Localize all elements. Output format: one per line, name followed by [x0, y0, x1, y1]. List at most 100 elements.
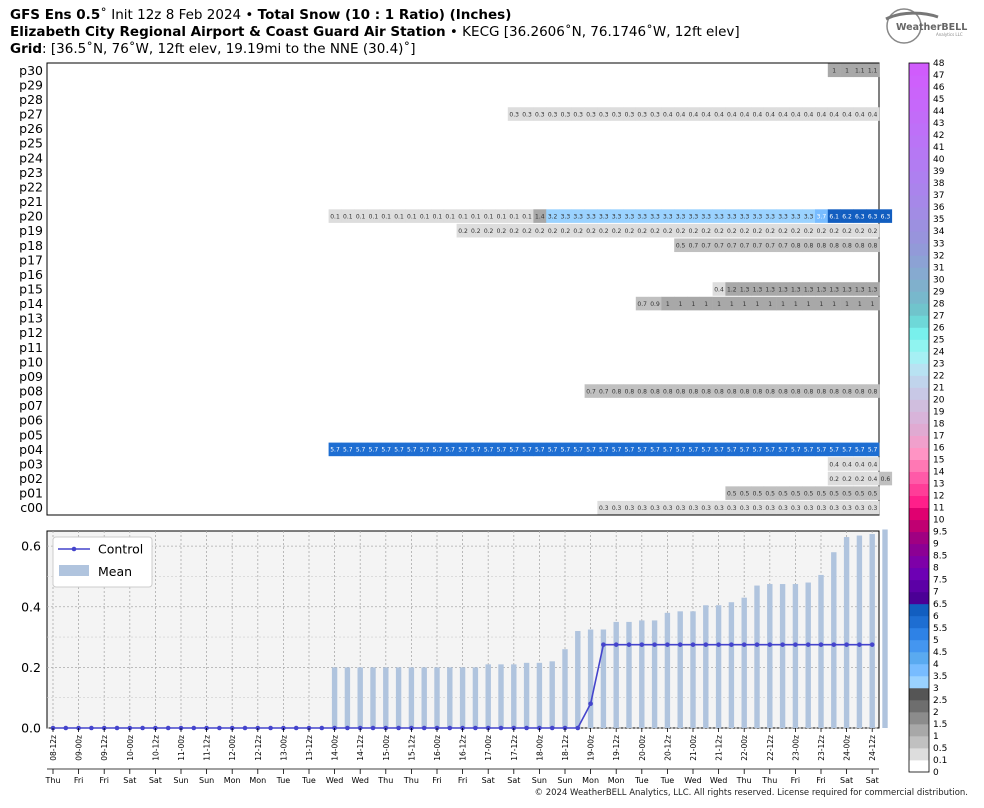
heatmap-cell-value: 0.1 [407, 213, 417, 220]
mean-bar [792, 584, 799, 728]
heatmap-cell [815, 282, 829, 296]
heatmap-cell-value: 0.2 [561, 228, 571, 235]
heatmap-cell [367, 209, 381, 223]
heatmap-cell [341, 442, 355, 457]
heatmap-cell-value: 0.2 [637, 228, 647, 235]
heatmap-cell [866, 107, 880, 121]
heatmap-cell [623, 223, 637, 238]
colorbar-swatch [909, 315, 929, 328]
heatmap-cell [495, 223, 509, 238]
heatmap-cell [840, 457, 854, 471]
control-point [869, 642, 875, 647]
heatmap-cell [520, 107, 534, 121]
colorbar-swatch [909, 135, 929, 148]
heatmap-cell-value: 0.5 [727, 490, 737, 497]
heatmap-cell [367, 442, 381, 457]
heatmap-cell [661, 107, 675, 121]
heatmap-cell [853, 296, 867, 311]
colorbar-label: 2 [933, 708, 939, 718]
weatherbell-logo: WeatherBELL Analytics LLC [885, 8, 967, 44]
heatmap-cell [392, 442, 406, 457]
heatmap-cell-value: 0.2 [727, 228, 737, 235]
control-point [677, 642, 683, 647]
heatmap-cell-value: 0.8 [855, 243, 865, 250]
heatmap-cell [763, 486, 777, 500]
heatmap-cell-value: 0.5 [817, 490, 827, 497]
heatmap-cell-value: 0.8 [612, 388, 622, 395]
heatmap-cell [431, 442, 445, 457]
control-point [652, 642, 657, 647]
mean-bar [626, 621, 632, 728]
heatmap-cell [866, 471, 880, 486]
heatmap-cell [776, 223, 790, 238]
x-tick-label: 17-12z [510, 735, 519, 761]
heatmap-cell [802, 238, 816, 253]
heatmap-cell-value: 1.3 [791, 286, 801, 293]
heatmap-cell-value: 5.7 [855, 447, 865, 454]
heatmap-cell-value: 0.3 [676, 505, 686, 512]
mean-bar [613, 621, 619, 728]
colorbar-label: 35 [933, 215, 944, 225]
mean-bar [651, 620, 658, 728]
heatmap-cell [815, 223, 829, 238]
heatmap-cell [827, 223, 841, 238]
heatmap-cell-value: 0.8 [868, 243, 878, 250]
colorbar-swatch [909, 183, 929, 196]
heatmap-cell-value: 1.1 [868, 68, 878, 75]
colorbar-swatch [909, 663, 929, 677]
heatmap-cell-value: 0.5 [765, 490, 775, 497]
heatmap-cell-value: 0.5 [804, 490, 814, 497]
heatmap-cell-value: 5.7 [791, 447, 801, 454]
control-point [767, 642, 773, 647]
heatmap-cell [648, 107, 662, 121]
x-tick-label: 13-12z [305, 735, 314, 761]
heatmap-cell [776, 296, 790, 311]
heatmap-cell-value: 1 [845, 68, 849, 75]
heatmap-cell [751, 442, 765, 457]
heatmap-cell-value: 0.5 [855, 490, 865, 497]
heatmap-cell-value: 0.1 [330, 213, 340, 220]
heatmap-cell-value: 0.4 [714, 286, 724, 293]
heatmap-cell [699, 500, 713, 515]
heatmap-cell [648, 384, 662, 398]
mean-bar [498, 664, 504, 728]
row-label-p23: p23 [19, 165, 43, 180]
heatmap-cell-value: 0.4 [791, 111, 801, 118]
control-point [89, 725, 94, 731]
control-point [217, 725, 222, 731]
heatmap-cell [507, 107, 521, 121]
heatmap-cell [559, 442, 573, 457]
heatmap-cell-value: 0.3 [855, 505, 865, 512]
x-tick-label: 16-00z [433, 735, 442, 761]
heatmap-cell-value: 3.3 [753, 213, 763, 220]
heatmap-cell-value: 0.4 [701, 111, 711, 118]
heatmap-cell [866, 209, 880, 223]
heatmap-cell-value: 0.3 [599, 111, 609, 118]
mean-bar [485, 664, 491, 728]
colorbar-label: 48 [933, 59, 945, 69]
heatmap-cell-value: 3.3 [701, 213, 711, 220]
x-tick-label: 24-12z [868, 735, 877, 761]
colorbar-label: 27 [933, 311, 944, 321]
control-point [242, 725, 248, 731]
heatmap-cell [623, 209, 637, 223]
heatmap-cell [495, 442, 509, 457]
mean-bar [370, 667, 376, 728]
x-tick-label: 09-00z [75, 735, 84, 761]
x-tick-label: 17-00z [484, 735, 493, 761]
heatmap-cell [418, 209, 432, 223]
heatmap-cell-value: 5.7 [637, 447, 647, 454]
heatmap-cell-value: 5.7 [676, 447, 686, 454]
day-label: Fri [99, 776, 109, 785]
heatmap-cell-value: 0.3 [573, 111, 583, 118]
day-label: Fri [816, 776, 826, 785]
heatmap-cell [866, 384, 880, 398]
row-label-p29: p29 [19, 77, 43, 92]
x-tick-label: 18-00z [535, 735, 544, 761]
colorbar-swatch [909, 99, 929, 112]
colorbar-label: 7 [933, 588, 939, 598]
heatmap-cell-value: 0.3 [625, 505, 635, 512]
heatmap-cell [674, 296, 688, 311]
heatmap-cell [392, 209, 406, 223]
heatmap-cell [661, 384, 675, 398]
